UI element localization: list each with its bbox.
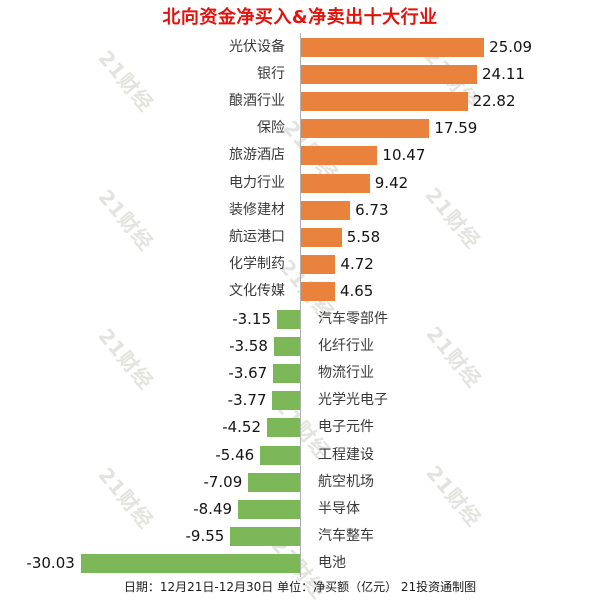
positive-bar <box>301 119 430 139</box>
footer-note: 日期：12月21日-12月30日 单位：净买额（亿元） 21投资通制图 <box>123 580 477 594</box>
value-label: -3.15 <box>232 309 272 328</box>
category-label: 保险 <box>257 120 285 137</box>
category-label: 化学制药 <box>229 256 285 273</box>
positive-bar <box>301 255 336 275</box>
value-label: -4.52 <box>222 418 262 437</box>
bar-row: 半导体 -8.49 <box>0 496 600 523</box>
bar-row: 保险 17.59 <box>0 115 600 142</box>
bar-row: 文化传媒 4.65 <box>0 278 600 305</box>
value-label: 24.11 <box>482 64 525 83</box>
negative-bar <box>273 336 300 356</box>
bar-row: 汽车整车 -9.55 <box>0 523 600 550</box>
bar-row: 化学制药 4.72 <box>0 251 600 278</box>
positive-bar <box>301 173 370 193</box>
value-label: -8.49 <box>193 499 233 518</box>
category-label: 半导体 <box>318 500 360 517</box>
category-label: 装修建材 <box>229 201 285 218</box>
category-label: 旅游酒店 <box>229 147 285 164</box>
value-label: 22.82 <box>472 91 516 110</box>
category-label: 汽车零部件 <box>318 310 388 327</box>
positive-bar <box>301 282 335 302</box>
positive-bar <box>301 37 485 57</box>
value-label: -3.58 <box>229 336 268 355</box>
bar-row: 航运港口 5.58 <box>0 224 600 251</box>
category-label: 航运港口 <box>229 228 285 245</box>
bar-row: 工程建设 -5.46 <box>0 442 600 469</box>
chart-title: 北向资金净买入&净卖出十大行业 <box>162 7 438 28</box>
category-label: 光学光电子 <box>318 392 388 409</box>
bar-row: 酿酒行业 22.82 <box>0 88 600 115</box>
value-label: 4.72 <box>340 255 374 274</box>
value-label: 9.42 <box>374 173 409 192</box>
category-label: 电池 <box>318 555 346 572</box>
value-label: 5.58 <box>346 227 381 246</box>
negative-bar <box>230 527 300 547</box>
value-label: -9.55 <box>185 527 225 546</box>
category-label: 工程建设 <box>318 446 374 463</box>
bar-row: 电子元件 -4.52 <box>0 414 600 441</box>
category-label: 酿酒行业 <box>229 92 285 109</box>
category-label: 汽车整车 <box>318 528 374 545</box>
bar-row: 电池 -30.03 <box>0 550 600 577</box>
bar-row: 汽车零部件 -3.15 <box>0 306 600 333</box>
value-label: 6.73 <box>355 200 389 219</box>
bar-row: 化纤行业 -3.58 <box>0 333 600 360</box>
bar-row: 电力行业 9.42 <box>0 170 600 197</box>
bar-row: 银行 24.11 <box>0 61 600 88</box>
bar-row: 物流行业 -3.67 <box>0 360 600 387</box>
value-label: 25.09 <box>489 37 533 56</box>
category-label: 银行 <box>257 65 285 82</box>
bar-row: 光学光电子 -3.77 <box>0 387 600 414</box>
value-label: -5.46 <box>215 445 255 464</box>
category-label: 电力行业 <box>229 174 285 191</box>
value-label: -7.09 <box>203 472 243 491</box>
negative-bar <box>272 391 300 411</box>
category-label: 航空机场 <box>318 473 374 490</box>
negative-bar <box>80 554 300 574</box>
positive-bar <box>301 200 351 220</box>
negative-bar <box>277 309 300 329</box>
bar-row: 装修建材 6.73 <box>0 197 600 224</box>
value-label: 17.59 <box>434 119 478 138</box>
negative-bar <box>248 472 300 492</box>
bar-row: 旅游酒店 10.47 <box>0 142 600 169</box>
value-label: 4.65 <box>339 282 374 301</box>
category-label: 光伏设备 <box>229 38 285 55</box>
value-label: -3.67 <box>228 363 268 382</box>
positive-bar <box>301 91 468 111</box>
category-label: 电子元件 <box>318 419 374 436</box>
zero-axis-line <box>300 33 301 577</box>
bar-row: 光伏设备 25.09 <box>0 34 600 61</box>
positive-bar <box>301 227 342 247</box>
category-label: 化纤行业 <box>318 337 374 354</box>
negative-bar <box>267 418 300 438</box>
value-label: -30.03 <box>26 554 75 573</box>
negative-bar <box>273 363 300 383</box>
negative-bar <box>260 445 300 465</box>
negative-bar <box>238 499 300 519</box>
positive-bar <box>301 146 378 166</box>
bar-row: 航空机场 -7.09 <box>0 469 600 496</box>
positive-bar <box>301 64 477 84</box>
category-label: 文化传媒 <box>229 283 285 300</box>
value-label: 10.47 <box>382 146 426 165</box>
category-label: 物流行业 <box>318 364 374 381</box>
value-label: -3.77 <box>227 391 267 410</box>
